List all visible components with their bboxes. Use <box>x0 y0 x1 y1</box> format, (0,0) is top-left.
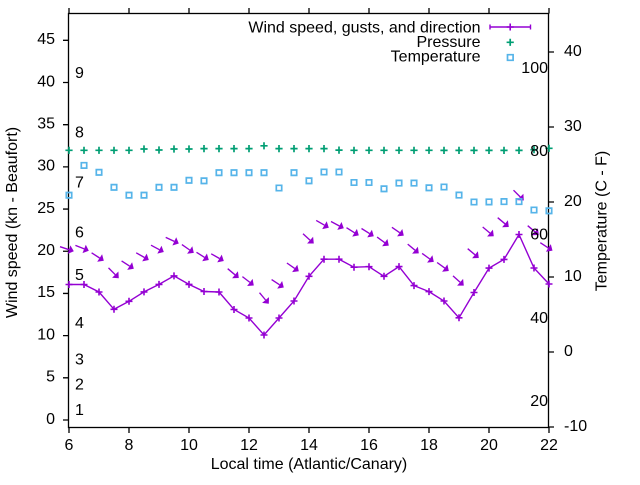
svg-text:5: 5 <box>46 369 55 386</box>
svg-text:100: 100 <box>521 60 548 77</box>
svg-text:35: 35 <box>37 115 55 132</box>
svg-text:15: 15 <box>37 284 55 301</box>
svg-text:20: 20 <box>37 242 55 259</box>
svg-text:7: 7 <box>75 174 84 191</box>
svg-text:0: 0 <box>564 343 573 360</box>
svg-text:Local time (Atlantic/Canary): Local time (Atlantic/Canary) <box>211 456 408 473</box>
svg-text:1: 1 <box>75 402 84 419</box>
svg-text:-10: -10 <box>564 418 587 435</box>
svg-text:Wind speed (kn - Beaufort): Wind speed (kn - Beaufort) <box>4 127 21 318</box>
svg-text:5: 5 <box>75 267 84 284</box>
svg-text:25: 25 <box>37 200 55 217</box>
svg-text:30: 30 <box>564 118 582 135</box>
svg-text:30: 30 <box>37 158 55 175</box>
svg-text:9: 9 <box>75 65 84 82</box>
svg-text:6: 6 <box>65 437 74 454</box>
svg-text:8: 8 <box>125 437 134 454</box>
svg-text:Wind speed, gusts, and directi: Wind speed, gusts, and direction <box>248 20 480 37</box>
svg-text:Temperature (C - F): Temperature (C - F) <box>594 151 611 291</box>
svg-text:6: 6 <box>75 224 84 241</box>
svg-text:0: 0 <box>46 411 55 428</box>
svg-text:40: 40 <box>530 310 548 327</box>
svg-text:60: 60 <box>530 227 548 244</box>
svg-text:18: 18 <box>420 437 438 454</box>
svg-text:Pressure: Pressure <box>416 34 480 51</box>
svg-text:16: 16 <box>360 437 378 454</box>
svg-text:40: 40 <box>37 73 55 90</box>
svg-text:80: 80 <box>530 143 548 160</box>
svg-text:8: 8 <box>75 124 84 141</box>
svg-text:20: 20 <box>530 393 548 410</box>
svg-text:10: 10 <box>37 326 55 343</box>
svg-text:10: 10 <box>564 268 582 285</box>
svg-text:22: 22 <box>540 437 558 454</box>
svg-text:2: 2 <box>75 376 84 393</box>
svg-text:Temperature: Temperature <box>391 49 481 66</box>
svg-text:45: 45 <box>37 31 55 48</box>
svg-text:40: 40 <box>564 43 582 60</box>
svg-text:10: 10 <box>180 437 198 454</box>
svg-text:20: 20 <box>564 193 582 210</box>
svg-text:4: 4 <box>75 315 84 332</box>
svg-text:14: 14 <box>300 437 318 454</box>
svg-text:12: 12 <box>240 437 258 454</box>
svg-text:3: 3 <box>75 351 84 368</box>
svg-text:20: 20 <box>480 437 498 454</box>
